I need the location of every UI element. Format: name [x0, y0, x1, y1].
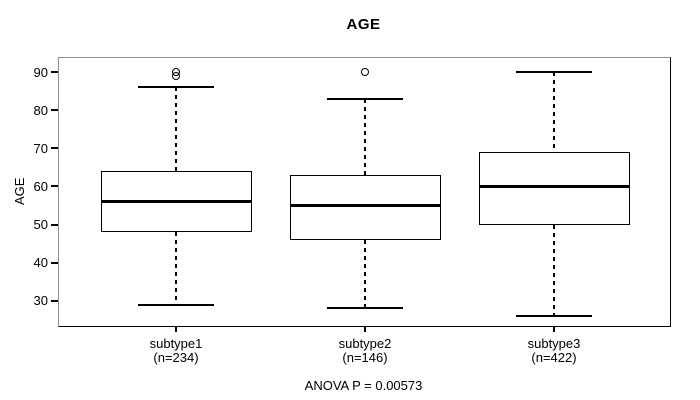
y-tick-label: 80 — [33, 102, 48, 118]
y-tick-mark — [51, 109, 58, 112]
y-tick-mark — [51, 147, 58, 150]
x-tick-mark — [553, 327, 555, 332]
x-category-label: subtype2 (n=146) — [295, 337, 435, 365]
x-category-count: (n=422) — [531, 350, 577, 365]
whisker-lower — [175, 232, 177, 305]
y-tick-mark — [51, 185, 58, 188]
whisker-cap-upper — [516, 71, 592, 74]
whisker-upper — [553, 72, 555, 153]
x-tick-mark — [364, 327, 366, 332]
whisker-cap-lower — [516, 315, 592, 318]
y-tick-label: 50 — [33, 217, 48, 233]
iqr-box — [289, 175, 441, 240]
y-tick-label: 90 — [33, 64, 48, 80]
whisker-cap-upper — [138, 86, 214, 89]
x-category-name: subtype2 — [338, 336, 392, 351]
iqr-box — [478, 152, 630, 225]
x-category-label: subtype3 (n=422) — [484, 337, 624, 365]
y-tick-label: 30 — [33, 293, 48, 309]
chart-title: AGE — [346, 16, 381, 33]
y-tick-mark — [51, 299, 58, 302]
y-tick-label: 70 — [33, 140, 48, 156]
y-tick-mark — [51, 223, 58, 226]
y-tick-label: 40 — [33, 255, 48, 271]
y-tick-mark — [51, 71, 58, 74]
whisker-upper — [175, 87, 177, 172]
whisker-lower — [364, 239, 366, 309]
median-line — [478, 184, 630, 188]
outlier-point — [172, 68, 180, 77]
x-category-count: (n=234) — [153, 350, 199, 365]
whisker-cap-upper — [327, 97, 403, 100]
outlier-point — [361, 68, 369, 77]
x-category-count: (n=146) — [342, 350, 388, 365]
x-category-label: subtype1 (n=234) — [106, 337, 246, 365]
whisker-cap-lower — [138, 303, 214, 306]
y-tick-mark — [51, 261, 58, 264]
anova-annotation: ANOVA P = 0.00573 — [304, 378, 423, 393]
whisker-lower — [553, 224, 555, 317]
whisker-cap-lower — [327, 307, 403, 310]
y-tick-label: 60 — [33, 178, 48, 194]
median-line — [289, 204, 441, 208]
median-line — [100, 200, 252, 204]
x-category-name: subtype1 — [149, 336, 203, 351]
x-tick-mark — [175, 327, 177, 332]
x-category-name: subtype3 — [527, 336, 581, 351]
whisker-upper — [364, 98, 366, 176]
plot-area: 30 40 50 60 70 80 90 subtype1 (n=234) subtype2 (n=… — [34, 57, 671, 365]
